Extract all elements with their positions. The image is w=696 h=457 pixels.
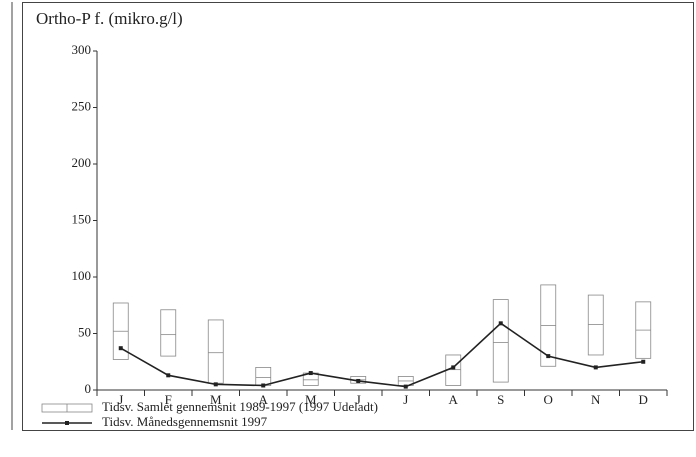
x-tick-label: M (305, 392, 317, 407)
y-tick-label: 200 (72, 155, 92, 170)
x-tick-label: S (497, 392, 504, 407)
point (641, 359, 646, 364)
x-tick-label: M (210, 392, 222, 407)
point (403, 384, 408, 389)
legend-label: Tidsv. Månedsgennemsnit 1997 (102, 414, 268, 429)
legend-swatch (65, 421, 69, 425)
y-tick-label: 150 (72, 211, 92, 226)
y-tick-label: 0 (85, 381, 92, 396)
point (308, 371, 313, 376)
x-tick-label: J (118, 392, 123, 407)
frame (22, 2, 694, 431)
point (261, 383, 266, 388)
range-box (160, 309, 177, 357)
point (166, 373, 171, 378)
point (118, 346, 123, 351)
point (213, 382, 218, 387)
legend-label: Tidsv. Samlet gennemsnit 1989-1997 (1997… (102, 399, 378, 414)
x-tick-label: F (165, 392, 172, 407)
x-tick-label: J (403, 392, 408, 407)
y-tick-label: 250 (72, 98, 92, 113)
x-tick-label: O (544, 392, 553, 407)
chart-title: Ortho-P f. (mikro.g/l) (36, 9, 183, 28)
x-tick-label: D (639, 392, 648, 407)
x-tick-label: A (259, 392, 269, 407)
point (546, 354, 551, 359)
point (356, 378, 361, 383)
x-tick-label: J (356, 392, 361, 407)
y-tick-label: 50 (78, 324, 91, 339)
range-box (587, 294, 604, 356)
point (593, 365, 598, 370)
x-tick-label: A (449, 392, 459, 407)
range-box (492, 299, 509, 383)
x-tick-label: N (591, 392, 601, 407)
y-tick-label: 100 (72, 268, 92, 283)
line (120, 322, 644, 388)
y-tick-label: 300 (72, 42, 92, 57)
point (498, 321, 503, 326)
point (451, 365, 456, 370)
